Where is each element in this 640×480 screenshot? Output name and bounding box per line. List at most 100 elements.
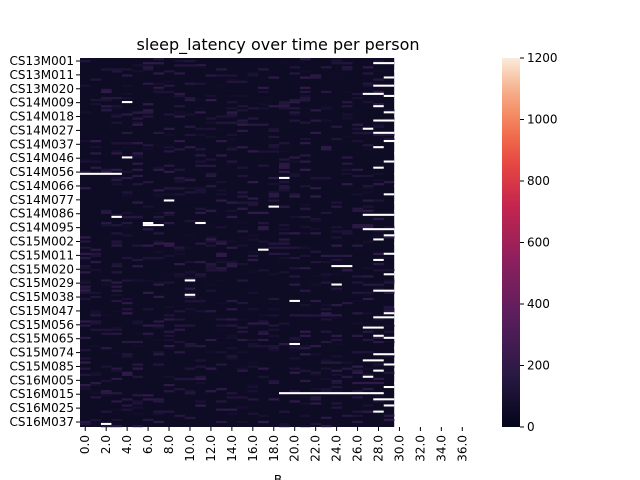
heatmap-cell	[174, 328, 185, 331]
heatmap-cell	[226, 347, 238, 350]
heatmap-cell	[341, 375, 353, 378]
heatmap-cell	[310, 396, 322, 399]
missing-cell	[394, 209, 437, 212]
heatmap-cell	[362, 191, 374, 194]
heatmap-cell	[111, 285, 123, 288]
heatmap-cell	[310, 195, 322, 198]
heatmap-cell	[132, 156, 144, 159]
heatmap-cell	[80, 252, 91, 255]
heatmap-cell	[320, 318, 332, 321]
x-tick-label: 34.0	[434, 435, 448, 462]
heatmap-cell	[90, 392, 102, 395]
heatmap-cell	[80, 170, 91, 173]
heatmap-cell	[331, 62, 343, 65]
heatmap-cell	[216, 68, 227, 71]
y-tick-label: CS14M095	[9, 221, 74, 235]
heatmap-cell	[299, 203, 311, 206]
heatmap-cell	[111, 113, 123, 116]
heatmap-cell	[226, 201, 238, 204]
heatmap-cell	[341, 183, 353, 186]
heatmap-cell	[310, 371, 322, 374]
heatmap-cell	[258, 332, 269, 335]
heatmap-cell	[163, 345, 175, 348]
heatmap-cell	[132, 363, 144, 366]
heatmap-cell	[310, 228, 322, 231]
heatmap-cell	[352, 365, 363, 368]
heatmap-cell	[111, 213, 123, 217]
heatmap-cell	[299, 121, 311, 124]
heatmap-cell	[174, 263, 185, 266]
heatmap-cell	[100, 379, 112, 383]
heatmap-cell	[331, 342, 343, 346]
heatmap-cell	[258, 240, 269, 243]
heatmap-cell	[279, 252, 290, 255]
missing-cell	[184, 293, 196, 296]
heatmap-cell	[226, 246, 238, 249]
heatmap-cell	[205, 135, 217, 139]
heatmap-cell	[142, 144, 154, 147]
heatmap-cell	[352, 396, 363, 399]
heatmap-cell	[216, 388, 227, 391]
heatmap-cell	[310, 219, 322, 223]
heatmap-cell	[383, 330, 395, 333]
heatmap-cell	[352, 209, 363, 212]
heatmap-cell	[174, 310, 185, 313]
heatmap-cell	[111, 224, 123, 227]
heatmap-cell	[205, 185, 217, 188]
heatmap-cell	[111, 424, 123, 428]
heatmap-cell	[142, 279, 154, 282]
heatmap-cell	[195, 160, 206, 163]
heatmap-cell	[153, 131, 164, 135]
heatmap-cell	[80, 236, 91, 239]
heatmap-cell-highlight	[258, 150, 279, 153]
heatmap-cell	[289, 195, 301, 198]
heatmap-cell	[132, 152, 144, 155]
heatmap-cell-highlight	[268, 242, 290, 246]
heatmap-cell	[237, 121, 248, 124]
heatmap-cell	[341, 62, 353, 65]
heatmap-cell	[163, 164, 175, 167]
heatmap-cell	[383, 308, 395, 311]
colorbar-tick-label: 1200	[527, 51, 558, 65]
heatmap-cell	[163, 211, 175, 214]
heatmap-cell	[226, 148, 238, 151]
heatmap-cell	[331, 125, 343, 128]
heatmap-cell	[268, 347, 280, 350]
heatmap-cell	[121, 84, 133, 87]
heatmap-cell	[362, 388, 374, 391]
heatmap-cell	[383, 371, 395, 374]
heatmap-cell-highlight	[247, 345, 269, 348]
missing-cell	[394, 70, 405, 73]
heatmap-cell	[247, 72, 259, 75]
heatmap-cell	[237, 301, 248, 305]
heatmap-cell	[247, 398, 259, 401]
heatmap-cell	[80, 420, 91, 424]
heatmap-cell	[352, 275, 363, 278]
heatmap-cell	[341, 267, 353, 270]
heatmap-cell	[247, 322, 259, 325]
heatmap-cell	[184, 392, 196, 395]
heatmap-cell	[205, 99, 217, 102]
heatmap-cell	[205, 367, 217, 370]
heatmap-cell	[258, 269, 269, 272]
heatmap-cell	[80, 160, 91, 163]
heatmap-cell	[216, 420, 227, 424]
heatmap-cell	[205, 121, 217, 124]
heatmap-cell	[90, 345, 102, 348]
heatmap-cell	[268, 334, 280, 337]
heatmap-cell	[310, 345, 322, 348]
heatmap-cell	[174, 351, 185, 354]
heatmap-cell	[100, 424, 112, 428]
heatmap-cell	[163, 410, 175, 413]
heatmap-cell-highlight	[163, 187, 185, 190]
heatmap-cell	[289, 160, 301, 163]
heatmap-cell	[111, 326, 123, 329]
heatmap-cell	[205, 174, 217, 178]
heatmap-cell	[247, 342, 259, 346]
heatmap-cell	[205, 351, 217, 354]
heatmap-cell	[174, 178, 185, 182]
heatmap-cell	[121, 176, 133, 180]
heatmap-cell	[174, 252, 185, 255]
missing-cell	[404, 187, 437, 190]
missing-cell	[142, 222, 154, 225]
